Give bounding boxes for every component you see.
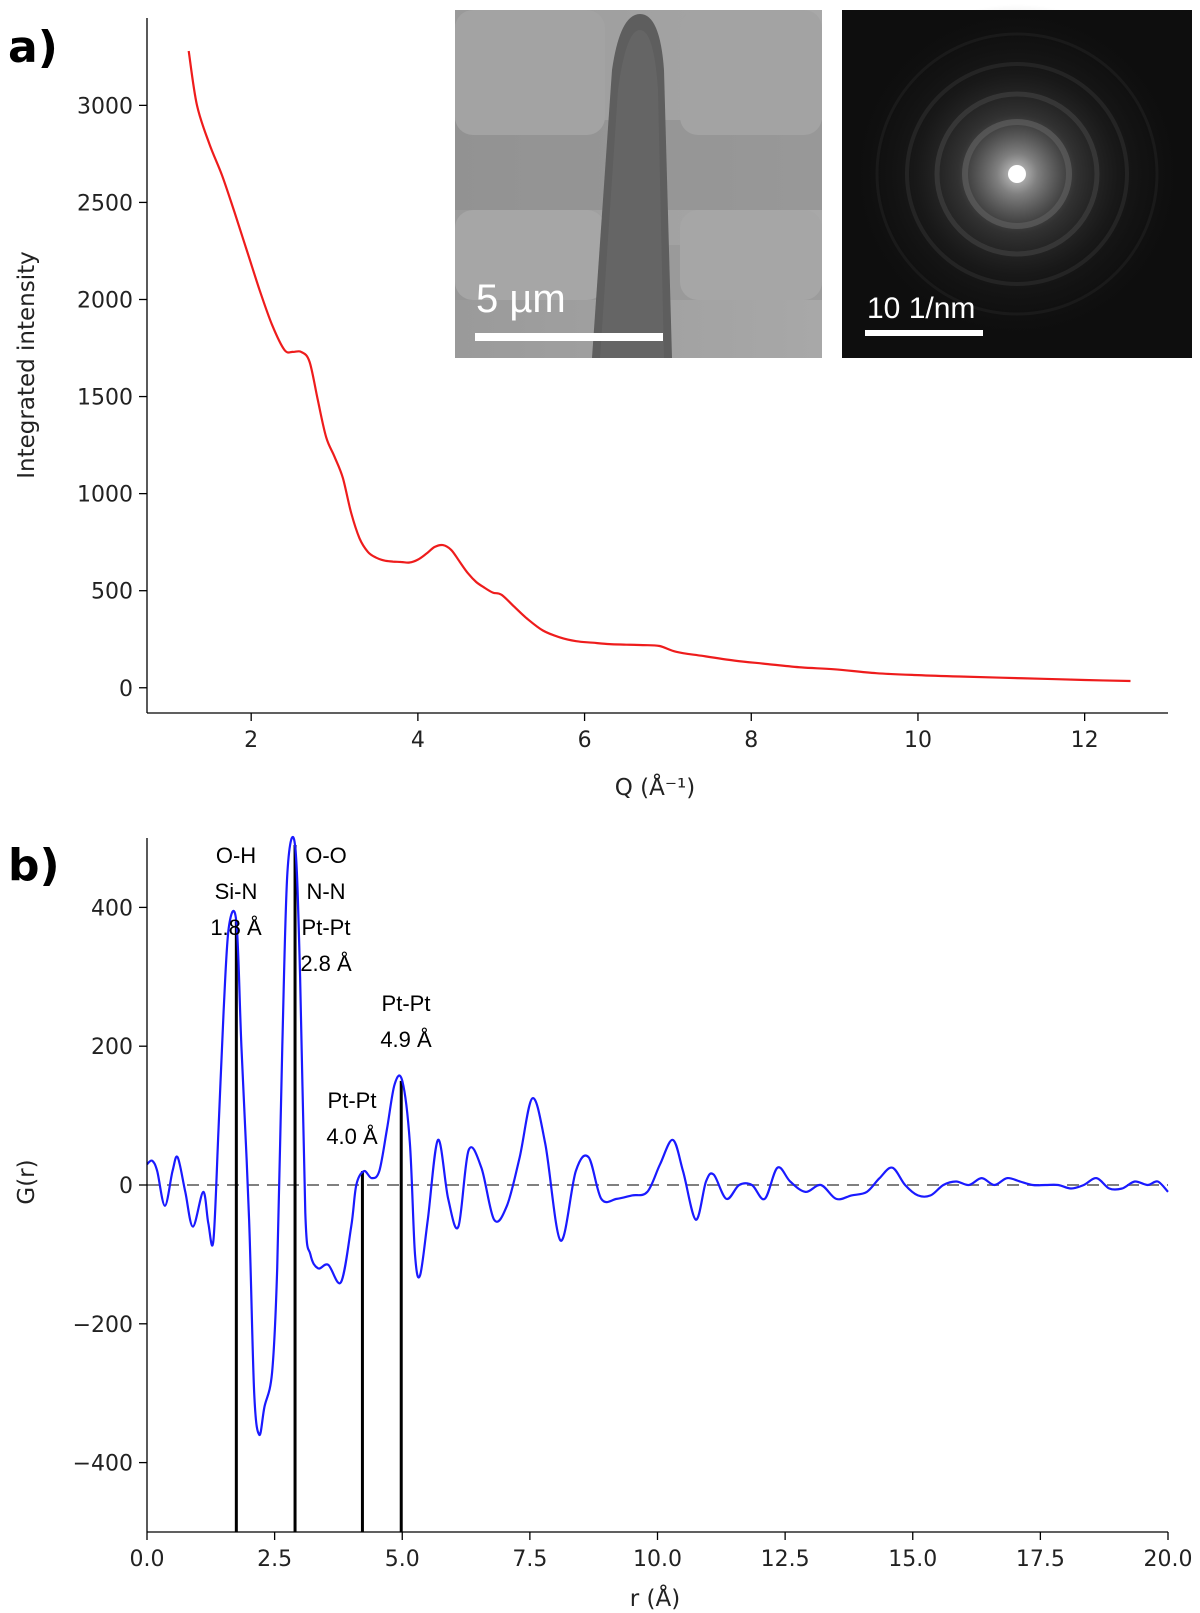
peak-annotation-line: 1.8 Å bbox=[210, 915, 262, 940]
x-tick-label: 15.0 bbox=[888, 1547, 937, 1572]
y-tick-label: 2500 bbox=[77, 191, 133, 216]
panel-b-y-axis-title: G(r) bbox=[14, 1159, 40, 1204]
y-tick-label: 200 bbox=[91, 1035, 133, 1060]
peak-annotation-line: O-H bbox=[216, 843, 256, 868]
panel-b-chart: 0.0 2.5 5.0 7.5 10.0 12.5 15.0 17.5 20.0 −400 −20… bbox=[14, 836, 1193, 1612]
peak-annotation-line: Pt-Pt bbox=[302, 915, 351, 940]
y-tick-label: 500 bbox=[91, 580, 133, 605]
x-tick-label: 20.0 bbox=[1144, 1547, 1193, 1572]
x-tick-label: 0.0 bbox=[130, 1547, 165, 1572]
intensity-curve bbox=[187, 50, 1131, 683]
diffraction-scale-bar bbox=[865, 330, 983, 336]
panel-b-label: b) bbox=[8, 840, 60, 891]
x-tick-label: 17.5 bbox=[1016, 1547, 1065, 1572]
peak-annotation-line: Si-N bbox=[215, 879, 258, 904]
diffraction-scale-bar-label: 10 1/nm bbox=[867, 292, 975, 325]
x-tick-label: 4 bbox=[411, 728, 425, 753]
y-tick-label: 1500 bbox=[77, 386, 133, 411]
peak-annotations: O-H Si-N 1.8 Å O-O N-N Pt-Pt 2.8 Å Pt-Pt 4.9 Å Pt… bbox=[210, 843, 432, 1149]
panel-a-y-ticks: 0 500 1000 1500 2000 2500 3000 bbox=[77, 94, 147, 702]
x-tick-label: 12.5 bbox=[761, 1547, 810, 1572]
peak-annotation-line: 2.8 Å bbox=[300, 951, 352, 976]
pdf-curve bbox=[146, 836, 1169, 1436]
panel-a-y-axis-title: Integrated intensity bbox=[14, 251, 40, 478]
y-tick-label: 2000 bbox=[77, 288, 133, 313]
y-tick-label: −200 bbox=[73, 1313, 133, 1338]
panel-b-x-axis-title: r (Å) bbox=[630, 1584, 680, 1612]
tem-scale-bar bbox=[475, 333, 663, 341]
peak-annotation-line: Pt-Pt bbox=[328, 1088, 377, 1113]
panel-a-chart: 2 4 6 8 10 12 0 500 1000 1500 2000 2500 3000 Q (Å⁻¹… bbox=[14, 18, 1168, 801]
peak-annotation-line: Pt-Pt bbox=[382, 991, 431, 1016]
x-tick-label: 12 bbox=[1071, 728, 1099, 753]
y-tick-label: 400 bbox=[91, 896, 133, 921]
peak-annotation-line: N-N bbox=[306, 879, 345, 904]
x-tick-label: 2.5 bbox=[257, 1547, 292, 1572]
diffraction-pattern-inset: 10 1/nm bbox=[842, 4, 1192, 358]
peak-annotation-line: O-O bbox=[305, 843, 347, 868]
tem-scale-bar-label: 5 µm bbox=[476, 277, 566, 321]
y-tick-label: −400 bbox=[73, 1452, 133, 1477]
panel-a-x-ticks: 2 4 6 8 10 12 bbox=[244, 713, 1099, 753]
panel-a-x-axis-title: Q (Å⁻¹) bbox=[615, 773, 695, 801]
x-tick-label: 7.5 bbox=[512, 1547, 547, 1572]
x-tick-label: 6 bbox=[578, 728, 592, 753]
y-tick-label: 0 bbox=[119, 1174, 133, 1199]
peak-annotation-line: 4.0 Å bbox=[326, 1124, 378, 1149]
x-tick-label: 2 bbox=[244, 728, 258, 753]
x-tick-label: 8 bbox=[744, 728, 758, 753]
peak-annotation-line: 4.9 Å bbox=[380, 1027, 432, 1052]
x-tick-label: 10 bbox=[904, 728, 932, 753]
tem-image-inset: 5 µm bbox=[455, 10, 822, 358]
panel-b-y-ticks: −400 −200 0 200 400 bbox=[73, 896, 147, 1477]
panel-a-label: a) bbox=[8, 22, 58, 73]
x-tick-label: 10.0 bbox=[633, 1547, 682, 1572]
y-tick-label: 0 bbox=[119, 677, 133, 702]
y-tick-label: 1000 bbox=[77, 483, 133, 508]
panel-b-x-ticks: 0.0 2.5 5.0 7.5 10.0 12.5 15.0 17.5 20.0 bbox=[130, 1532, 1193, 1572]
x-tick-label: 5.0 bbox=[385, 1547, 420, 1572]
y-tick-label: 3000 bbox=[77, 94, 133, 119]
peak-stick-lines bbox=[234, 844, 403, 1532]
